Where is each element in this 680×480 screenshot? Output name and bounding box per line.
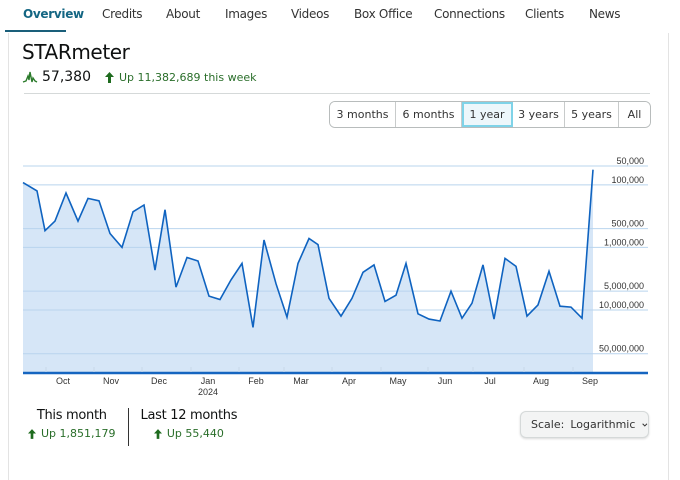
arrow-up-icon — [105, 71, 114, 83]
time-range-selector: 3 months 6 months 1 year 3 years 5 years All — [329, 101, 651, 128]
x-axis-label: Apr — [342, 376, 356, 386]
stat-this-month: This month Up 1,851,179 — [28, 408, 116, 446]
stat-separator — [127, 408, 129, 446]
x-axis-label: Jul — [484, 376, 496, 386]
tab-videos[interactable]: Videos — [291, 7, 330, 21]
arrow-up-icon — [28, 428, 36, 439]
scale-dropdown[interactable]: Scale: Logarithmic — [520, 411, 649, 438]
y-axis-label: 10,000,000 — [599, 300, 644, 310]
tab-images[interactable]: Images — [225, 7, 268, 21]
y-axis-label: 50,000 — [616, 156, 644, 166]
top-nav-tabs: Overview Credits About Images Videos Box… — [0, 0, 680, 30]
x-axis-label: Nov — [103, 376, 120, 386]
range-6-months-button[interactable]: 6 months — [396, 102, 462, 127]
range-3-months-button[interactable]: 3 months — [330, 102, 396, 127]
week-change: Up 11,382,689 this week — [119, 70, 257, 84]
x-axis-label: Aug — [533, 376, 549, 386]
stat-last-12-title: Last 12 months — [140, 408, 238, 423]
starmeter-summary: 57,380 Up 11,382,689 this week — [22, 68, 256, 86]
x-axis-label: Sep — [582, 376, 598, 386]
scale-value: Logarithmic — [570, 418, 636, 431]
stat-last-12-change: Up 55,440 — [166, 427, 224, 440]
starmeter-card — [8, 33, 669, 480]
x-axis-label: Feb — [248, 376, 264, 386]
range-1-year-button[interactable]: 1 year — [462, 102, 513, 127]
chevron-down-icon — [642, 422, 648, 427]
y-axis-label: 50,000,000 — [599, 344, 644, 354]
y-axis-label: 1,000,000 — [604, 237, 644, 247]
x-axis-label: Mar — [293, 376, 309, 386]
scale-label: Scale: — [531, 418, 565, 431]
divider — [24, 93, 650, 94]
x-axis-label: Jun — [438, 376, 453, 386]
stat-last-12-months: Last 12 months Up 55,440 — [141, 408, 238, 446]
starmeter-rank: 57,380 — [42, 69, 91, 85]
tab-box-office[interactable]: Box Office — [354, 7, 413, 21]
tab-about[interactable]: About — [166, 7, 200, 21]
sparkline-icon — [22, 71, 38, 83]
tab-credits[interactable]: Credits — [102, 7, 143, 21]
stat-this-month-change: Up 1,851,179 — [41, 427, 116, 440]
tab-news[interactable]: News — [589, 7, 621, 21]
y-axis-label: 500,000 — [611, 219, 644, 229]
x-axis-label: Dec — [151, 376, 168, 386]
y-axis-label: 5,000,000 — [604, 281, 644, 291]
active-tab-indicator — [5, 30, 66, 32]
tab-overview[interactable]: Overview — [23, 7, 84, 21]
x-axis-label: Jan — [201, 376, 216, 386]
x-axis-label: Oct — [56, 376, 71, 386]
tab-clients[interactable]: Clients — [525, 7, 564, 21]
arrow-up-icon — [153, 428, 162, 439]
stats-summary: This month Up 1,851,179 Last 12 months U… — [28, 408, 237, 446]
stat-this-month-title: This month — [36, 408, 107, 423]
chart-line — [22, 169, 594, 328]
tab-connections[interactable]: Connections — [434, 7, 505, 21]
page-title: STARmeter — [22, 40, 130, 64]
range-all-button[interactable]: All — [619, 102, 650, 127]
starmeter-chart: 50,000 100,000 500,000 1,000,000 5,000,000 10… — [22, 156, 648, 395]
y-axis-label: 100,000 — [611, 175, 644, 185]
range-3-years-button[interactable]: 3 years — [513, 102, 565, 127]
x-axis-year-label: 2024 — [198, 387, 218, 395]
chart-area-fill — [23, 169, 593, 372]
x-axis-label: May — [389, 376, 407, 386]
range-5-years-button[interactable]: 5 years — [565, 102, 619, 127]
stat-this-month-change-row: Up 1,851,179 — [28, 427, 116, 440]
stat-last-12-change-row: Up 55,440 — [153, 427, 224, 440]
